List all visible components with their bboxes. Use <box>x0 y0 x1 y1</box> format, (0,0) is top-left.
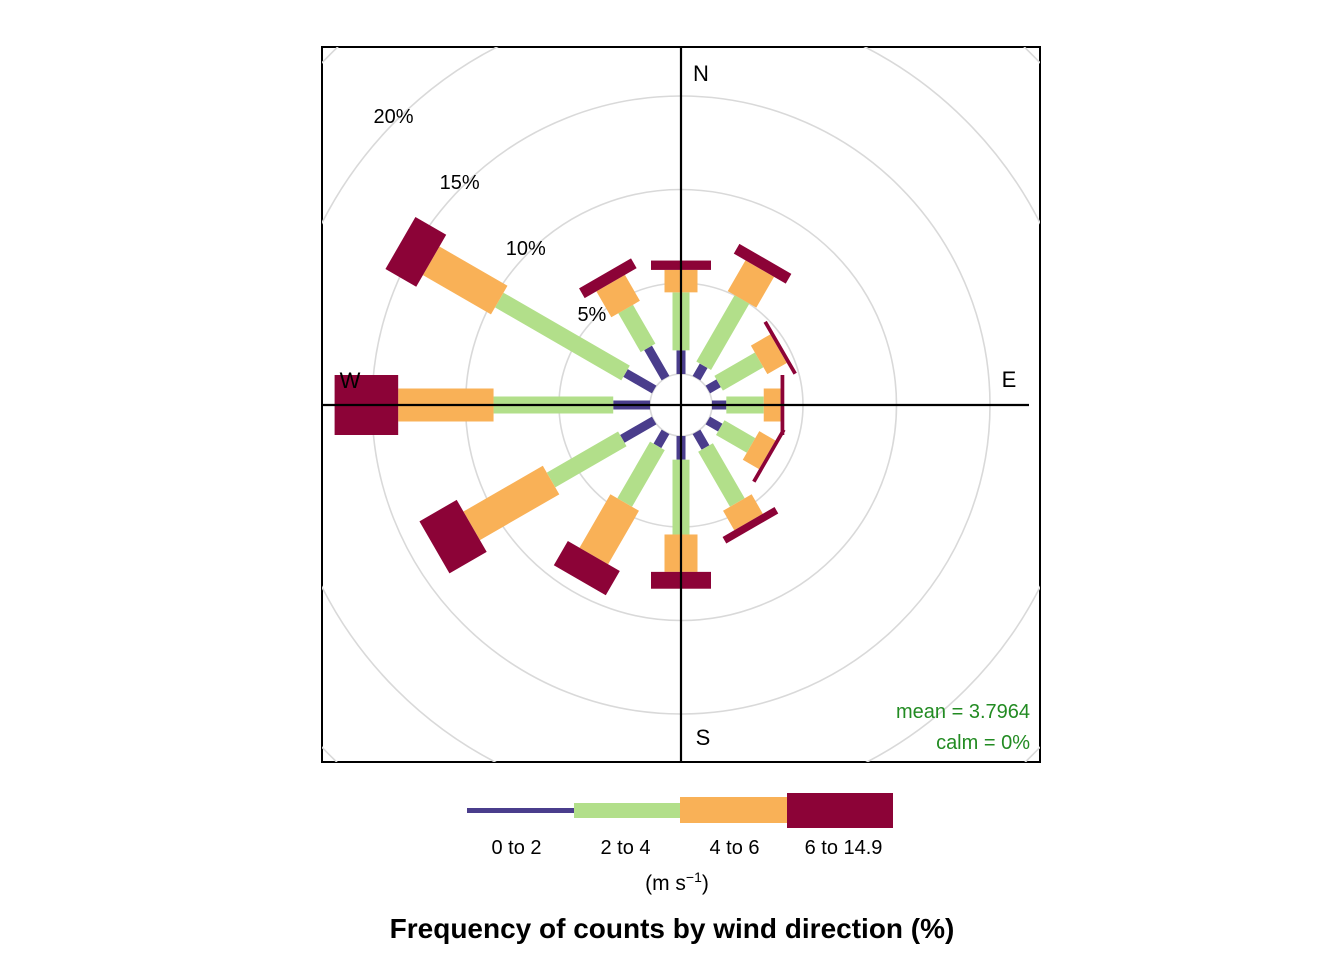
spoke-ENE <box>705 320 797 394</box>
paddle-WSW-6to14.9 <box>419 499 487 574</box>
paddle-ENE-0to2 <box>705 379 721 394</box>
mean-value-text: mean = 3.7964 <box>896 701 1030 723</box>
spoke-ESE <box>705 416 786 483</box>
paddle-ESE-2to4 <box>716 420 756 453</box>
legend-labels: 0 to 2 2 to 4 4 to 6 6 to 14.9 <box>462 837 898 860</box>
paddle-ENE-2to4 <box>714 352 764 391</box>
spoke-E <box>712 375 785 435</box>
paddle-SSW-4to6 <box>579 494 639 565</box>
paddle-WNW-4to6 <box>422 246 508 315</box>
compass-label-north: N <box>693 61 709 86</box>
spoke-WNW <box>385 217 657 394</box>
paddle-ESE-4to6 <box>742 431 776 470</box>
speed-legend <box>467 775 893 845</box>
paddle-ESE-6to14.9 <box>752 428 786 483</box>
legend-swatch-2to4 <box>573 802 680 818</box>
paddle-SSE-2to4 <box>698 443 745 507</box>
units-prefix: (m s <box>645 872 686 895</box>
legend-swatch-4to6 <box>680 797 787 823</box>
units-exponent: −1 <box>685 869 702 885</box>
units-suffix: ) <box>701 872 709 895</box>
paddle-SSE-6to14.9 <box>722 506 779 544</box>
paddle-ESE-0to2 <box>705 416 723 432</box>
paddle-SSE-0to2 <box>692 429 710 450</box>
paddle-WNW-0to2 <box>623 369 657 394</box>
paddle-WSW-4to6 <box>463 465 560 541</box>
ring-label-15pct: 15% <box>440 172 480 194</box>
legend-swatch-6to149 <box>786 792 893 828</box>
paddle-SSW-0to2 <box>653 429 670 449</box>
paddle-NNW-4to6 <box>596 274 640 318</box>
spoke-SSE <box>692 429 779 544</box>
spoke-SSW <box>553 429 670 596</box>
paddle-NNE-0to2 <box>692 363 708 381</box>
spoke-NNE <box>692 243 792 381</box>
legend-label-2to4: 2 to 4 <box>600 837 651 859</box>
paddle-SSW-2to4 <box>617 441 665 507</box>
chart-title: Frequency of counts by wind direction (%… <box>389 913 955 944</box>
paddle-NNE-2to4 <box>696 295 750 370</box>
compass-label-south: S <box>696 725 711 750</box>
spoke-WSW <box>419 416 657 574</box>
paddle-NNW-0to2 <box>644 345 670 381</box>
paddle-SSW-6to14.9 <box>553 541 620 596</box>
legend-label-4to6: 4 to 6 <box>709 837 760 859</box>
legend-units: (m s−1) <box>0 869 1344 896</box>
paddle-WNW-2to4 <box>494 292 630 381</box>
paddle-SSE-4to6 <box>723 494 763 531</box>
paddle-NNE-6to14.9 <box>733 243 792 284</box>
calm-value-text: calm = 0% <box>936 732 1030 754</box>
paddle-NNE-4to6 <box>727 260 775 308</box>
paddle-ENE-6to14.9 <box>763 320 797 375</box>
paddle-WSW-0to2 <box>620 416 657 443</box>
paddle-NNW-2to4 <box>618 304 656 353</box>
compass-label-west: W <box>340 368 361 393</box>
paddle-WNW-6to14.9 <box>385 217 447 287</box>
ring-label-20pct: 20% <box>374 106 414 128</box>
paddle-WSW-2to4 <box>546 431 627 488</box>
spoke-NNW <box>579 258 670 381</box>
paddle-NNW-6to14.9 <box>579 258 637 299</box>
paddle-ENE-4to6 <box>750 334 787 375</box>
legend-swatch-0to2 <box>467 807 574 813</box>
ring-label-10pct: 10% <box>506 238 546 260</box>
legend-label-6to149: 6 to 14.9 <box>804 837 883 859</box>
compass-label-east: E <box>1002 367 1017 392</box>
legend-label-0to2: 0 to 2 <box>491 837 542 859</box>
ring-label-5pct: 5% <box>577 304 606 326</box>
